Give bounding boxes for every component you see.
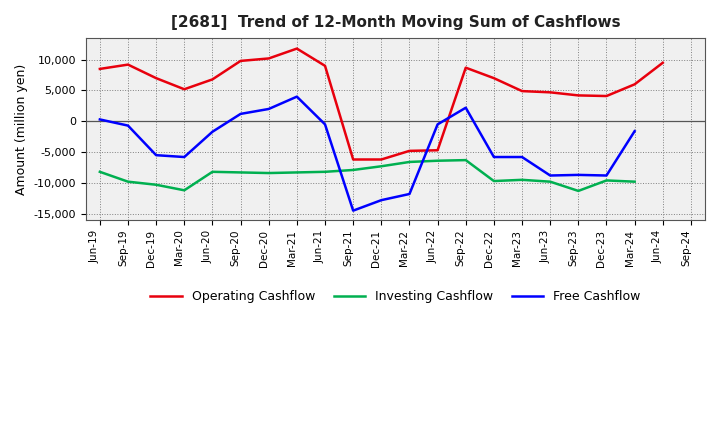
Free Cashflow <box>180 154 189 160</box>
Line: Operating Cashflow: Operating Cashflow <box>100 48 663 159</box>
Investing Cashflow <box>292 170 301 175</box>
Investing Cashflow <box>630 179 639 184</box>
Operating Cashflow <box>152 76 161 81</box>
Investing Cashflow <box>208 169 217 174</box>
Investing Cashflow <box>349 167 358 172</box>
Free Cashflow <box>236 111 245 117</box>
Free Cashflow <box>264 106 273 112</box>
Y-axis label: Amount (million yen): Amount (million yen) <box>15 63 28 194</box>
Investing Cashflow <box>320 169 329 174</box>
Line: Investing Cashflow: Investing Cashflow <box>100 160 634 191</box>
Free Cashflow <box>349 208 358 213</box>
Operating Cashflow <box>124 62 132 67</box>
Free Cashflow <box>377 198 386 203</box>
Investing Cashflow <box>433 158 442 163</box>
Operating Cashflow <box>659 60 667 66</box>
Free Cashflow <box>546 173 554 178</box>
Operating Cashflow <box>349 157 358 162</box>
Operating Cashflow <box>602 93 611 99</box>
Free Cashflow <box>292 94 301 99</box>
Operating Cashflow <box>264 56 273 61</box>
Operating Cashflow <box>377 157 386 162</box>
Investing Cashflow <box>490 178 498 183</box>
Free Cashflow <box>320 122 329 127</box>
Investing Cashflow <box>574 188 582 194</box>
Operating Cashflow <box>236 58 245 63</box>
Free Cashflow <box>433 122 442 127</box>
Free Cashflow <box>602 173 611 178</box>
Free Cashflow <box>208 129 217 134</box>
Operating Cashflow <box>462 65 470 70</box>
Investing Cashflow <box>602 178 611 183</box>
Investing Cashflow <box>96 169 104 174</box>
Legend: Operating Cashflow, Investing Cashflow, Free Cashflow: Operating Cashflow, Investing Cashflow, … <box>145 285 645 308</box>
Operating Cashflow <box>574 93 582 98</box>
Investing Cashflow <box>124 179 132 184</box>
Operating Cashflow <box>405 148 414 154</box>
Investing Cashflow <box>518 177 526 183</box>
Line: Free Cashflow: Free Cashflow <box>100 97 634 211</box>
Investing Cashflow <box>264 170 273 176</box>
Operating Cashflow <box>180 87 189 92</box>
Investing Cashflow <box>236 170 245 175</box>
Free Cashflow <box>96 117 104 122</box>
Free Cashflow <box>490 154 498 160</box>
Investing Cashflow <box>180 187 189 193</box>
Investing Cashflow <box>405 159 414 165</box>
Free Cashflow <box>462 105 470 110</box>
Operating Cashflow <box>630 82 639 87</box>
Operating Cashflow <box>518 88 526 94</box>
Operating Cashflow <box>546 90 554 95</box>
Operating Cashflow <box>320 63 329 69</box>
Title: [2681]  Trend of 12-Month Moving Sum of Cashflows: [2681] Trend of 12-Month Moving Sum of C… <box>171 15 620 30</box>
Investing Cashflow <box>462 158 470 163</box>
Operating Cashflow <box>433 147 442 153</box>
Free Cashflow <box>405 191 414 197</box>
Investing Cashflow <box>546 179 554 184</box>
Operating Cashflow <box>96 66 104 72</box>
Operating Cashflow <box>208 77 217 82</box>
Operating Cashflow <box>292 46 301 51</box>
Free Cashflow <box>630 128 639 134</box>
Free Cashflow <box>574 172 582 177</box>
Operating Cashflow <box>490 76 498 81</box>
Free Cashflow <box>518 154 526 160</box>
Investing Cashflow <box>152 182 161 187</box>
Free Cashflow <box>124 123 132 128</box>
Investing Cashflow <box>377 164 386 169</box>
Free Cashflow <box>152 153 161 158</box>
